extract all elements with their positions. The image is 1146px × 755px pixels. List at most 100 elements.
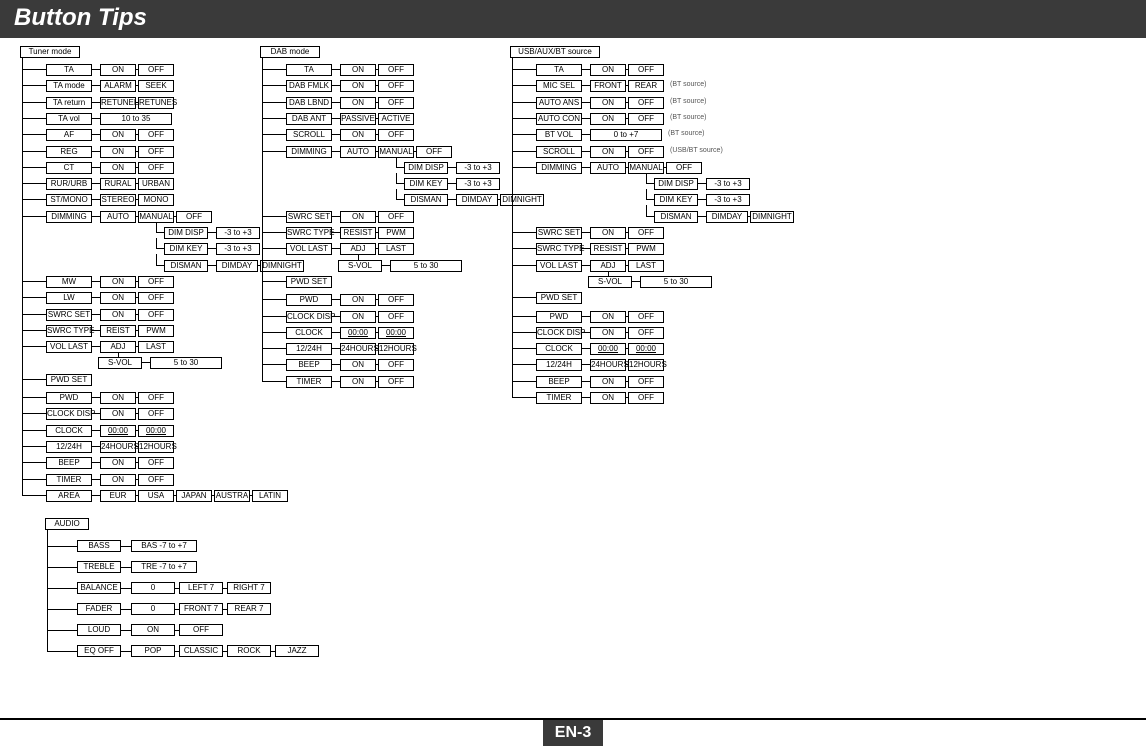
option: ON — [590, 113, 626, 125]
option: ON — [590, 311, 626, 323]
row-label: BEEP — [46, 457, 92, 469]
option: ON — [100, 129, 136, 141]
option: ON — [340, 376, 376, 388]
row-label: CLOCK — [536, 343, 582, 355]
option: 0 to +7 — [590, 129, 662, 141]
audio-opt: TRE -7 to +7 — [131, 561, 197, 573]
option: ON — [100, 309, 136, 321]
option: AUTO — [340, 146, 376, 158]
option: ON — [100, 392, 136, 404]
audio-opt: CLASSIC — [179, 645, 223, 657]
row-label: BT VOL — [536, 129, 582, 141]
dim-sub-opt: DIMDAY — [706, 211, 748, 223]
audio-label: FADER — [77, 603, 121, 615]
row-label: BEEP — [286, 359, 332, 371]
option: 00:00 — [628, 343, 664, 355]
audio-opt: POP — [131, 645, 175, 657]
option: ON — [340, 211, 376, 223]
dim-sub-opt: -3 to +3 — [706, 194, 750, 206]
section-title: USB/AUX/BT source — [510, 46, 600, 58]
row-label: 12/24H — [536, 359, 582, 371]
option: ON — [590, 64, 626, 76]
row-label: VOL LAST — [286, 243, 332, 255]
dim-sub-opt: DIMDAY — [456, 194, 498, 206]
section-title: Tuner mode — [20, 46, 80, 58]
row-label: CLOCK DISP — [286, 311, 332, 323]
option: STEREO — [100, 194, 136, 206]
option: ON — [590, 146, 626, 158]
row-label: DAB LBND — [286, 97, 332, 109]
dim-sub-label: DISMAN — [164, 260, 208, 272]
dim-sub-label: DISMAN — [404, 194, 448, 206]
dim-sub-label: DIM DISP — [404, 162, 448, 174]
row-label: CLOCK DISP — [536, 327, 582, 339]
option: 00:00 — [378, 327, 414, 339]
option: ON — [590, 97, 626, 109]
audio-label: TREBLE — [77, 561, 121, 573]
option: ON — [590, 327, 626, 339]
row-label: TA — [536, 64, 582, 76]
option: OFF — [628, 227, 664, 239]
option: OFF — [138, 408, 174, 420]
option: 12HOURS — [138, 441, 174, 453]
option: LAST — [138, 341, 174, 353]
dim-sub-label: DIM KEY — [654, 194, 698, 206]
row-label: TIMER — [286, 376, 332, 388]
option: RURAL — [100, 178, 136, 190]
svol-opt: 5 to 30 — [640, 276, 712, 288]
option: AUSTRA — [214, 490, 250, 502]
audio-opt: 0 — [131, 603, 175, 615]
option: RESIST — [590, 243, 626, 255]
option: 24HOURS — [100, 441, 136, 453]
diagram-area: Tuner modeTAONOFFTA modeALARMSEEKTA retu… — [0, 38, 1146, 708]
row-label: TA return — [46, 97, 92, 109]
audio-opt: OFF — [179, 624, 223, 636]
option: SEEK — [138, 80, 174, 92]
note: (USB/BT source) — [670, 147, 723, 154]
row-label: REG — [46, 146, 92, 158]
dim-sub-opt: DIMNIGHT — [260, 260, 304, 272]
option: PWM — [138, 325, 174, 337]
option: ON — [340, 80, 376, 92]
audio-label: BASS — [77, 540, 121, 552]
option: ON — [100, 162, 136, 174]
svol-opt: 5 to 30 — [150, 357, 222, 369]
option: 24HOURS — [340, 343, 376, 355]
row-label: TA vol — [46, 113, 92, 125]
option: LAST — [378, 243, 414, 255]
row-label: PWD — [46, 392, 92, 404]
option: ON — [340, 129, 376, 141]
option: OFF — [378, 359, 414, 371]
row-label: TIMER — [536, 392, 582, 404]
row-label: MW — [46, 276, 92, 288]
row-label: CLOCK — [46, 425, 92, 437]
option: PWM — [378, 227, 414, 239]
option: OFF — [138, 457, 174, 469]
option: OFF — [138, 474, 174, 486]
audio-opt: ON — [131, 624, 175, 636]
row-label: CLOCK DISP — [46, 408, 92, 420]
note: (BT source) — [670, 81, 706, 88]
row-label: SWRC TYPE — [46, 325, 92, 337]
audio-title: AUDIO — [45, 518, 89, 530]
option: AUTO — [100, 211, 136, 223]
option: OFF — [628, 376, 664, 388]
option: ON — [100, 457, 136, 469]
row-label: AUTO CON — [536, 113, 582, 125]
svol-label: S-VOL — [588, 276, 632, 288]
row-label: DIMMING — [286, 146, 332, 158]
row-label: SCROLL — [536, 146, 582, 158]
row-label: SWRC TYPE — [536, 243, 582, 255]
row-label: SCROLL — [286, 129, 332, 141]
row-label: ST/MONO — [46, 194, 92, 206]
dim-sub-opt: DIMNIGHT — [500, 194, 544, 206]
row-label: TIMER — [46, 474, 92, 486]
audio-opt: JAZZ — [275, 645, 319, 657]
audio-label: LOUD — [77, 624, 121, 636]
note: (BT source) — [670, 114, 706, 121]
option: ON — [100, 64, 136, 76]
audio-opt: ROCK — [227, 645, 271, 657]
option: ACTIVE — [378, 113, 414, 125]
option: LATIN — [252, 490, 288, 502]
option: OFF — [138, 162, 174, 174]
